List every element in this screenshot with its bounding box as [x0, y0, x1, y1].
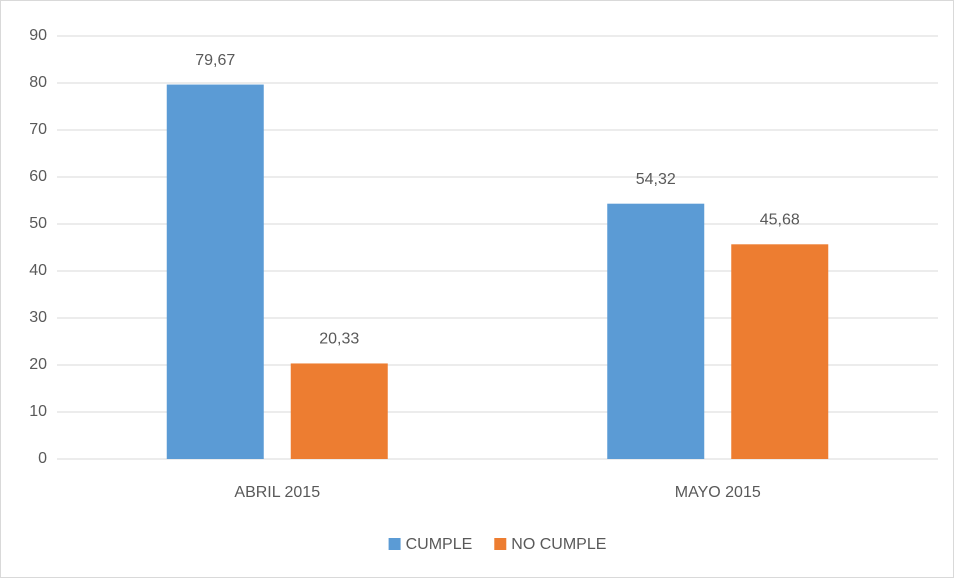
value-label: 45,68 — [760, 212, 800, 229]
y-tick-label: 10 — [29, 403, 47, 420]
y-tick-label: 40 — [29, 262, 47, 279]
value-label: 79,67 — [195, 52, 235, 69]
y-tick-label: 50 — [29, 215, 47, 232]
bar — [731, 244, 829, 459]
legend-label: NO CUMPLE — [511, 536, 606, 553]
x-tick-label: ABRIL 2015 — [234, 484, 320, 501]
y-tick-label: 70 — [29, 121, 47, 138]
y-tick-label: 90 — [29, 27, 47, 44]
x-tick-label: MAYO 2015 — [675, 484, 761, 501]
legend-swatch — [388, 538, 401, 550]
value-label: 20,33 — [319, 331, 359, 348]
bar — [166, 84, 264, 460]
y-tick-label: 30 — [29, 309, 47, 326]
y-tick-label: 20 — [29, 356, 47, 373]
y-tick-label: 0 — [38, 450, 47, 467]
bar — [290, 363, 388, 459]
legend-label: CUMPLE — [406, 536, 473, 553]
y-tick-label: 60 — [29, 168, 47, 185]
legend-swatch — [494, 538, 507, 550]
y-tick-label: 80 — [29, 74, 47, 91]
bar — [607, 203, 705, 459]
value-label: 54,32 — [636, 171, 676, 188]
